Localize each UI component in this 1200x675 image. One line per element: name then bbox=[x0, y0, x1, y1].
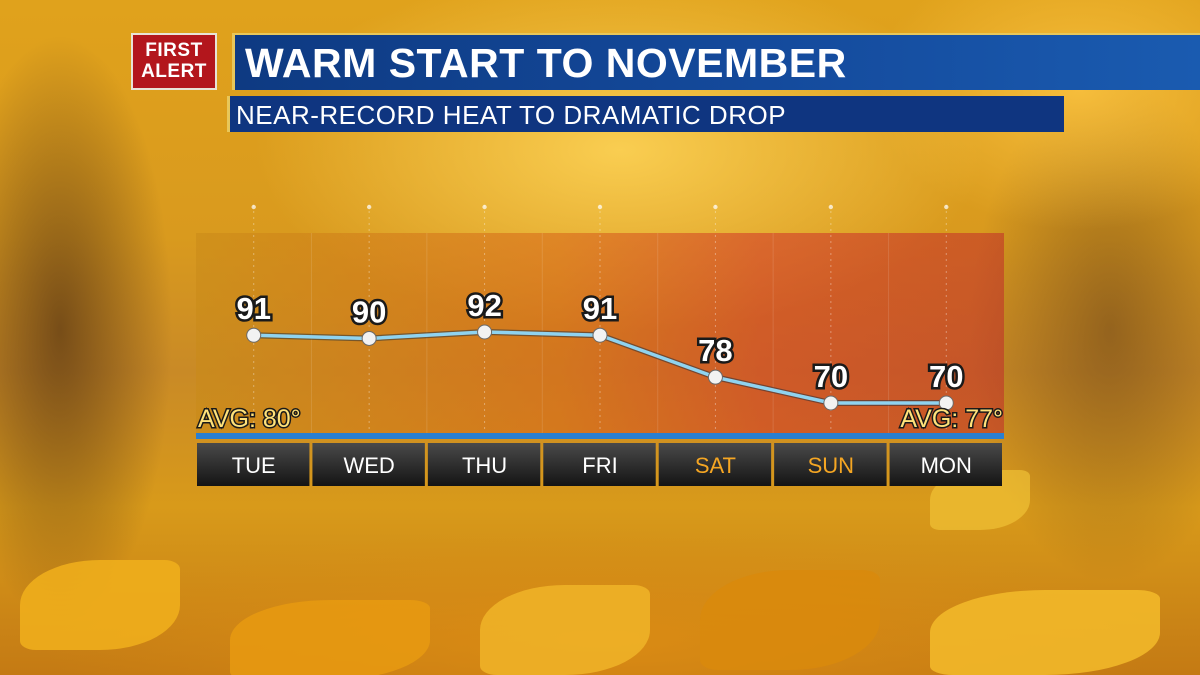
bokeh-leaf bbox=[480, 585, 650, 675]
bokeh-leaf bbox=[700, 570, 880, 670]
tick-label: SAT bbox=[695, 453, 736, 478]
data-label: 78 bbox=[698, 333, 732, 368]
data-point bbox=[361, 330, 377, 346]
tick-label: FRI bbox=[582, 453, 617, 478]
data-label: 70 bbox=[929, 359, 963, 394]
day-label-box bbox=[658, 443, 772, 486]
gridline-cap bbox=[482, 204, 487, 210]
gridline-cap bbox=[251, 204, 256, 210]
data-label: 91 bbox=[583, 291, 617, 326]
tick-label: SUN bbox=[808, 453, 854, 478]
page-title: WARM START TO NOVEMBER bbox=[245, 40, 847, 86]
day-label-box bbox=[427, 443, 541, 486]
data-point bbox=[823, 395, 839, 411]
gridline-cap bbox=[597, 204, 603, 210]
data-label: 70 bbox=[814, 359, 848, 394]
data-label: 92 bbox=[467, 288, 501, 323]
subtitle-bar: NEAR-RECORD HEAT TO DRAMATIC DROP bbox=[227, 96, 1064, 132]
day-label-box bbox=[774, 443, 887, 486]
gridline-cap bbox=[713, 204, 718, 210]
tick-label: TUE bbox=[232, 453, 276, 478]
data-point bbox=[246, 327, 262, 343]
data-point bbox=[477, 324, 493, 340]
day-label-box bbox=[312, 443, 425, 486]
data-label: 90 bbox=[352, 294, 386, 329]
base-strip bbox=[196, 433, 1004, 439]
avg-annotation-left: AVG: 80° bbox=[198, 405, 301, 433]
first-alert-badge: FIRST ALERT bbox=[131, 33, 217, 90]
tick-label: WED bbox=[343, 453, 394, 478]
badge-line-2: ALERT bbox=[141, 61, 207, 82]
title-bar: WARM START TO NOVEMBER bbox=[232, 33, 1200, 90]
day-label-box bbox=[543, 443, 656, 486]
avg-annotation-right: AVG: 77° bbox=[900, 405, 1003, 433]
bokeh-leaf bbox=[20, 560, 180, 650]
bokeh-leaf bbox=[930, 590, 1160, 675]
data-point bbox=[592, 327, 608, 343]
gridline-cap bbox=[944, 204, 949, 210]
day-label-box bbox=[889, 443, 1002, 486]
tick-label: THU bbox=[462, 453, 507, 478]
page-subtitle: NEAR-RECORD HEAT TO DRAMATIC DROP bbox=[236, 100, 787, 130]
gridline-cap bbox=[366, 204, 372, 210]
tick-label: MON bbox=[921, 453, 972, 478]
data-label: 91 bbox=[236, 291, 270, 326]
gridline-cap bbox=[828, 204, 834, 210]
badge-line-1: FIRST bbox=[145, 40, 203, 61]
day-label-box bbox=[197, 443, 310, 486]
data-point bbox=[938, 395, 954, 411]
bokeh-leaf bbox=[230, 600, 430, 675]
data-point bbox=[707, 369, 723, 385]
